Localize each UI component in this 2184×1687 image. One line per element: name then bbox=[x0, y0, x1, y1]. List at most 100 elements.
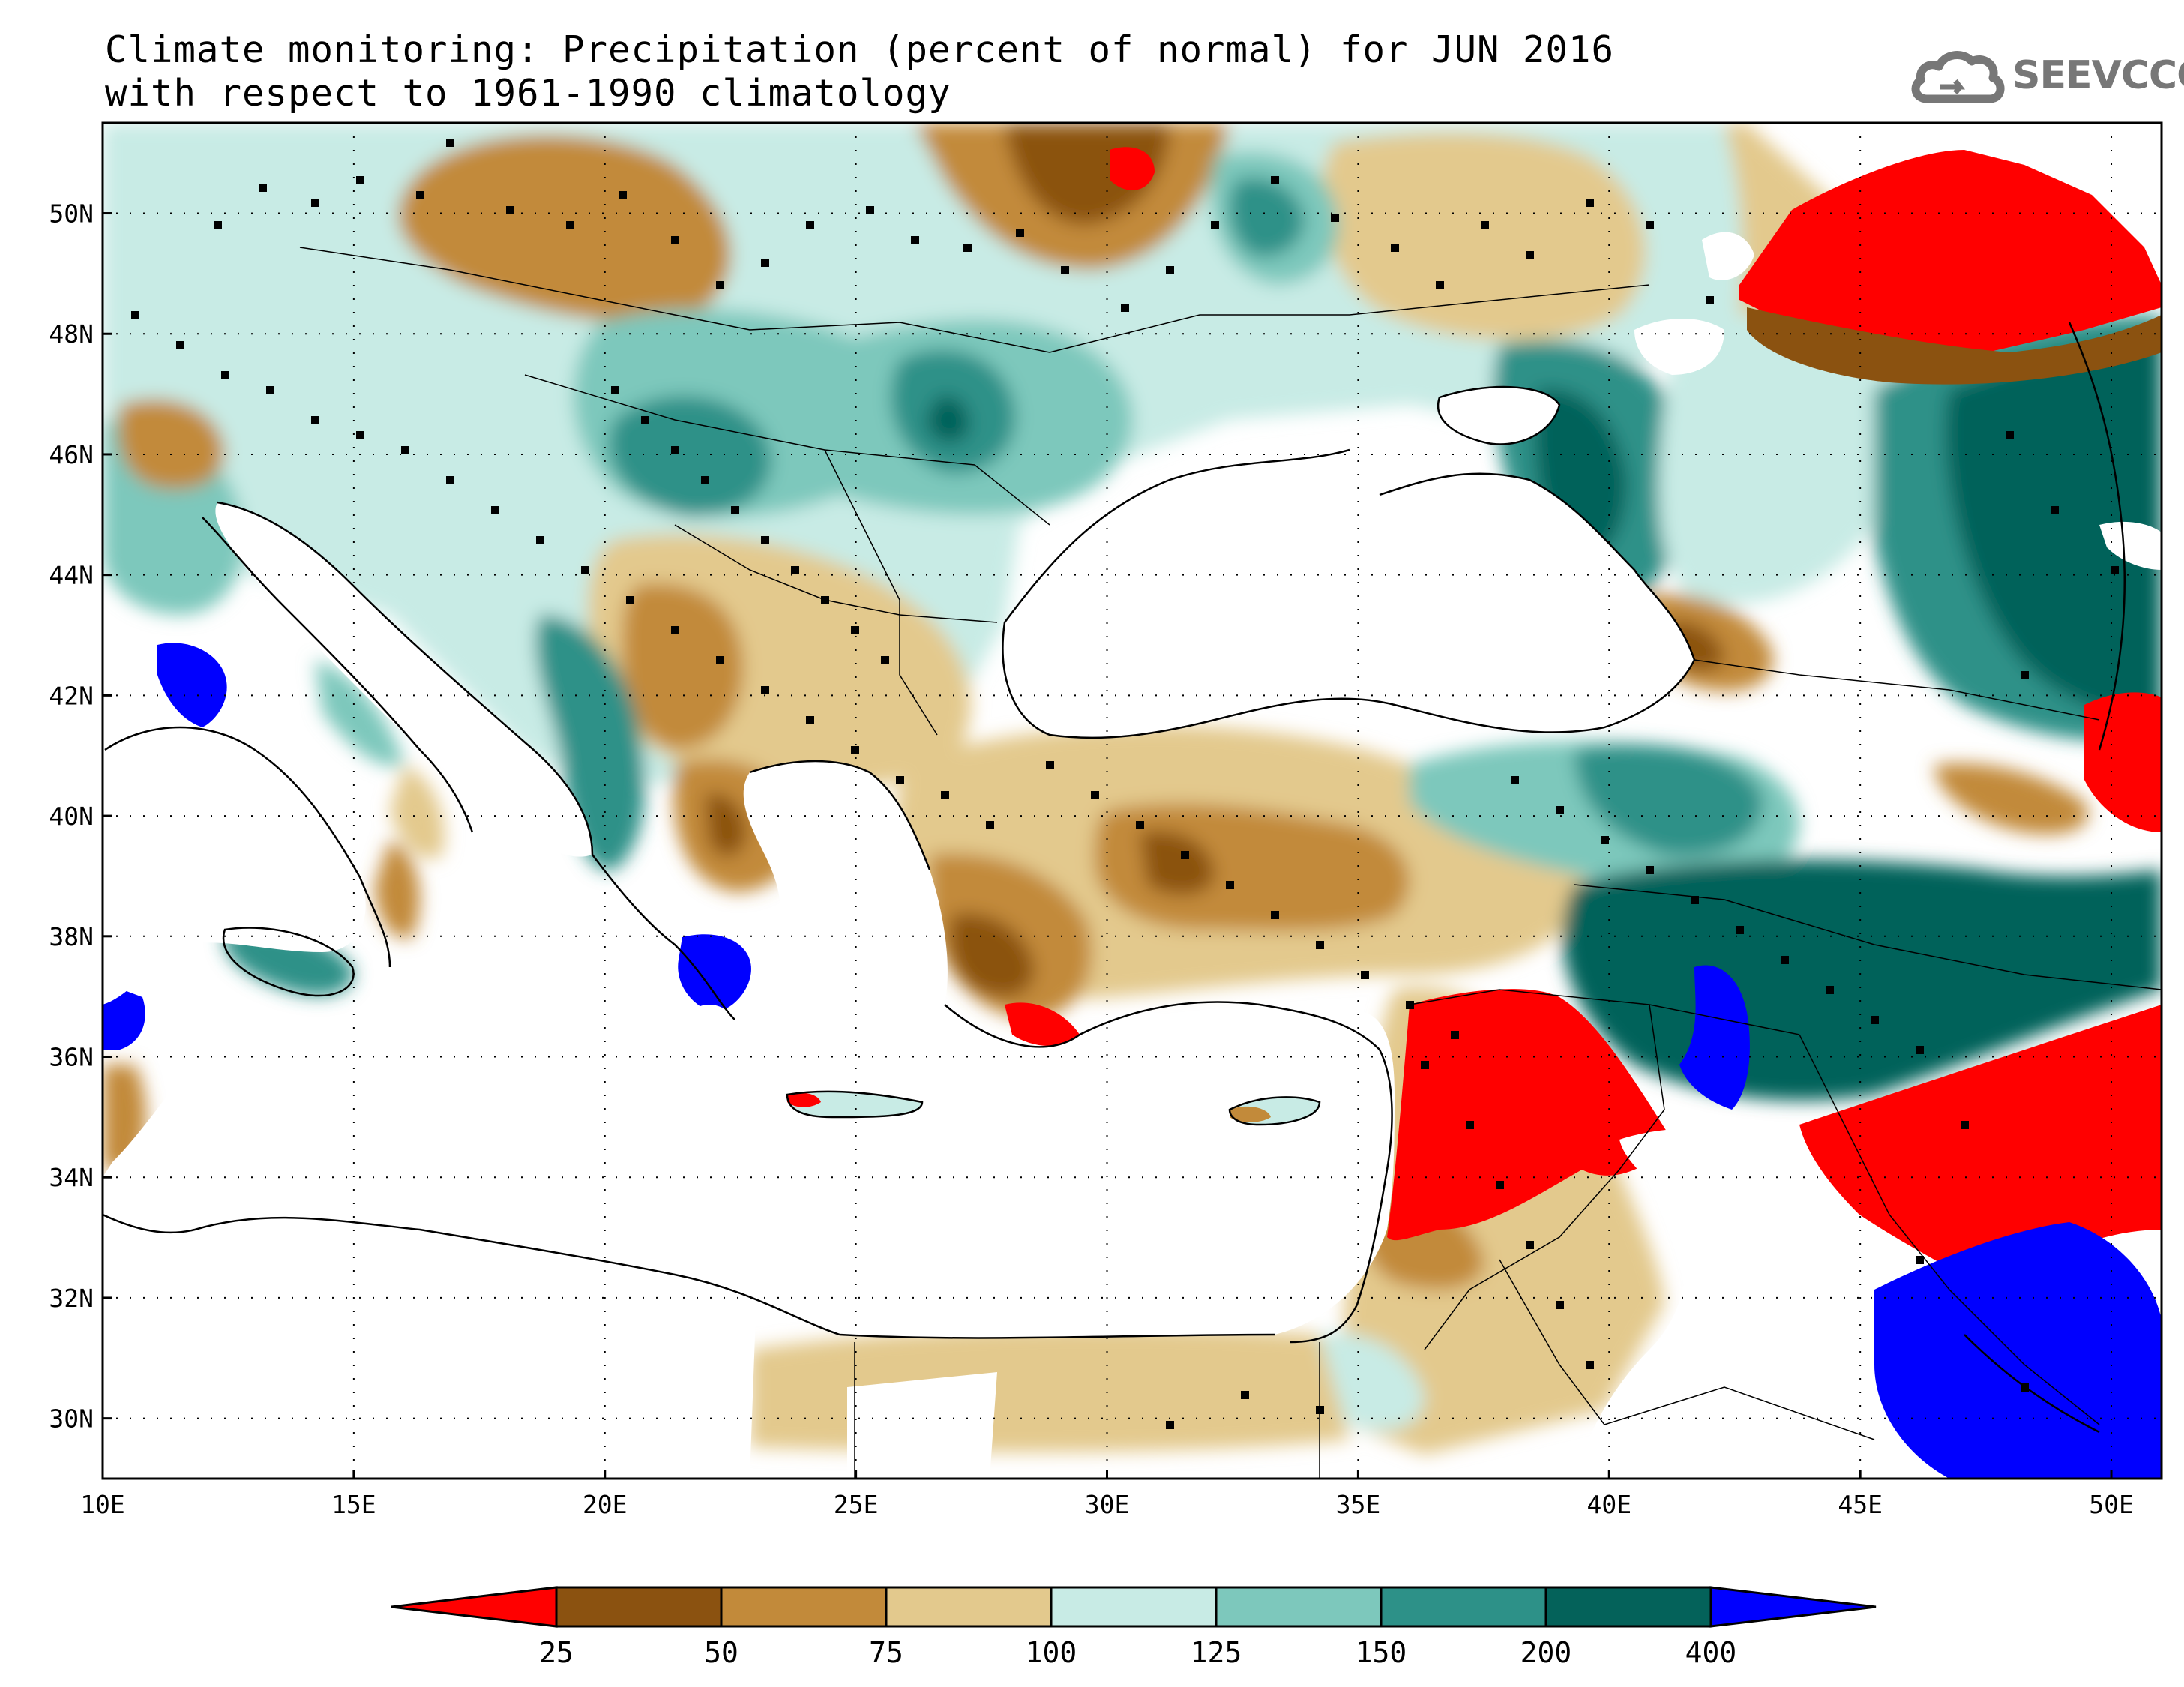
station-marker bbox=[1556, 1301, 1564, 1309]
field-italy-brown bbox=[118, 399, 225, 490]
station-marker bbox=[311, 416, 319, 424]
station-marker bbox=[1556, 806, 1564, 814]
station-marker bbox=[1406, 1001, 1414, 1009]
field-blue-iraq bbox=[1679, 965, 1750, 1110]
title-block: Climate monitoring: Precipitation (perce… bbox=[105, 28, 1614, 115]
adriatic-sea bbox=[215, 502, 592, 857]
coastlines bbox=[103, 322, 2126, 1434]
field-levant-light bbox=[1317, 1333, 1425, 1431]
station-marker bbox=[1871, 1016, 1879, 1024]
coast-levant bbox=[1289, 1169, 1389, 1344]
station-marker bbox=[701, 476, 709, 484]
field-turkey-dark bbox=[1140, 831, 1215, 895]
station-marker bbox=[401, 446, 409, 454]
station-marker bbox=[1331, 214, 1339, 222]
field-italy-south-teal bbox=[315, 660, 405, 766]
station-marker bbox=[1421, 1061, 1429, 1069]
station-marker bbox=[851, 746, 859, 754]
station-marker bbox=[1916, 1256, 1924, 1264]
station-marker bbox=[1046, 761, 1054, 769]
map-field bbox=[103, 123, 2162, 1479]
station-marker bbox=[266, 386, 274, 394]
station-marker bbox=[2111, 566, 2119, 574]
station-marker bbox=[1211, 221, 1219, 229]
field-calabria bbox=[375, 840, 420, 939]
black-sea bbox=[1002, 450, 1694, 738]
y-tick-label: 36N bbox=[49, 1043, 94, 1072]
colorbar-label: 200 bbox=[1520, 1636, 1572, 1669]
coast-azov bbox=[1437, 385, 1561, 445]
station-marker bbox=[896, 776, 904, 784]
colorbar-label: 25 bbox=[539, 1636, 574, 1669]
field-greece-dark bbox=[705, 793, 747, 857]
colorbar-label: 50 bbox=[704, 1636, 738, 1669]
station-marker bbox=[1526, 1241, 1534, 1249]
station-marker bbox=[1526, 251, 1534, 259]
station-marker bbox=[214, 221, 222, 229]
coast-black-sea bbox=[1002, 448, 1696, 739]
logo-text: SEEVCCC bbox=[2012, 53, 2184, 98]
station-marker bbox=[1271, 176, 1279, 184]
cloud-icon bbox=[1911, 51, 2005, 103]
seevccc-logo: SEEVCCC bbox=[1910, 46, 2184, 105]
border-9 bbox=[1424, 1004, 1665, 1350]
station-marker bbox=[731, 506, 739, 514]
field-azerbaijan-brown bbox=[1934, 763, 2089, 835]
station-marker bbox=[619, 191, 627, 199]
station-marker bbox=[1481, 221, 1489, 229]
colorbar-segment bbox=[555, 1586, 723, 1628]
russia-white-gap bbox=[1702, 232, 1754, 280]
station-marker bbox=[491, 506, 499, 514]
station-marker bbox=[566, 221, 574, 229]
station-marker bbox=[986, 821, 994, 829]
field-italy-heel bbox=[390, 765, 445, 859]
colorbar-extend-low bbox=[391, 1586, 558, 1628]
colorbar-extend-high bbox=[1709, 1586, 1877, 1628]
y-tick-label: 40N bbox=[49, 802, 94, 831]
station-marker bbox=[716, 656, 724, 664]
colorbar-label: 75 bbox=[869, 1636, 903, 1669]
field-ukraine-tan bbox=[1321, 132, 1646, 340]
field-blue-peloponnese bbox=[678, 934, 751, 1012]
colorbar-label: 100 bbox=[1026, 1636, 1077, 1669]
station-marker bbox=[671, 236, 679, 244]
field-red-belarus bbox=[1110, 147, 1155, 190]
station-marker bbox=[1646, 221, 1654, 229]
colorbar-segment bbox=[720, 1586, 888, 1628]
station-marker bbox=[821, 596, 829, 604]
field-adriatic-teal bbox=[535, 615, 645, 870]
station-marker bbox=[1316, 941, 1324, 949]
sea-mask bbox=[103, 232, 2162, 1479]
map-frame bbox=[101, 121, 2163, 1480]
station-marker bbox=[1916, 1046, 1924, 1054]
station-marker bbox=[1091, 791, 1099, 799]
caspian-white-hole bbox=[2099, 521, 2162, 570]
cyprus-brown bbox=[1230, 1106, 1271, 1122]
field-blue-italy bbox=[157, 643, 227, 727]
station-markers bbox=[131, 139, 2119, 1429]
station-marker bbox=[2021, 1383, 2029, 1392]
coast-gulf bbox=[1964, 1334, 2100, 1434]
station-marker bbox=[791, 566, 799, 574]
colorbar-segment bbox=[1215, 1586, 1383, 1628]
station-marker bbox=[1601, 836, 1609, 844]
border-7 bbox=[1574, 884, 2162, 990]
station-marker bbox=[941, 791, 949, 799]
station-marker bbox=[1121, 304, 1129, 312]
north-africa-white bbox=[103, 1245, 757, 1479]
station-marker bbox=[2051, 506, 2059, 514]
station-marker bbox=[176, 341, 184, 349]
station-marker bbox=[259, 184, 267, 192]
arabia-white bbox=[1574, 1128, 1874, 1479]
extreme-field bbox=[103, 147, 2162, 1479]
station-marker bbox=[356, 176, 364, 184]
y-tick-label: 48N bbox=[49, 319, 94, 349]
station-marker bbox=[761, 686, 769, 694]
x-axis: 10E 15E 20E 25E 30E 35E 40E 45E 50E bbox=[80, 1470, 2134, 1519]
station-marker bbox=[446, 139, 454, 147]
field-red-iraq-east bbox=[1799, 1005, 2162, 1290]
field-kazakh-light bbox=[1658, 315, 1908, 604]
x-tick-label: 50E bbox=[2089, 1490, 2134, 1519]
station-marker bbox=[881, 656, 889, 664]
